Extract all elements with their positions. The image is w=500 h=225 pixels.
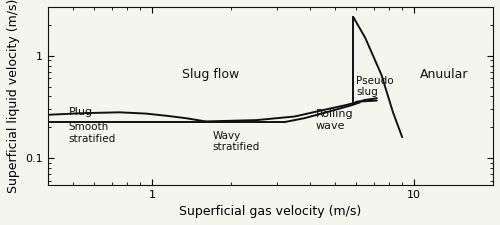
Text: Plug: Plug [68,106,93,117]
Y-axis label: Superficial liquid velocity (m/s): Superficial liquid velocity (m/s) [7,0,20,193]
Text: Slug flow: Slug flow [182,68,240,81]
Text: Smooth
stratified: Smooth stratified [68,122,116,144]
Text: Rolling
wave: Rolling wave [316,109,353,131]
X-axis label: Superficial gas velocity (m/s): Superficial gas velocity (m/s) [180,205,362,218]
Text: Anuular: Anuular [420,68,468,81]
Text: Pseudo
slug: Pseudo slug [356,76,394,97]
Text: Wavy
stratified: Wavy stratified [212,131,260,152]
